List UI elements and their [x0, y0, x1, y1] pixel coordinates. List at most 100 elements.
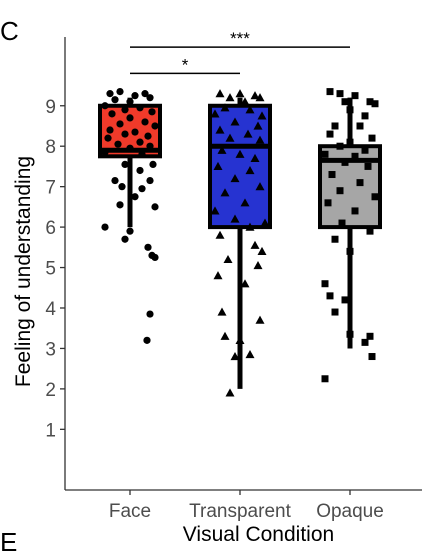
- y-tick-label: 6: [45, 218, 56, 239]
- data-point: [364, 162, 372, 170]
- data-point: [223, 254, 233, 264]
- data-point: [361, 338, 369, 346]
- data-points: [101, 88, 379, 397]
- data-point: [368, 353, 376, 361]
- data-point: [230, 214, 240, 223]
- data-point: [210, 206, 220, 215]
- data-point: [250, 91, 260, 100]
- data-point: [144, 243, 152, 251]
- data-point: [225, 388, 235, 397]
- data-point: [366, 227, 374, 235]
- y-tick-label: 4: [45, 299, 56, 320]
- data-point: [126, 227, 134, 235]
- data-point: [121, 106, 129, 114]
- data-point: [351, 152, 359, 160]
- data-point: [346, 330, 354, 338]
- data-point: [351, 92, 359, 100]
- data-point: [230, 174, 240, 183]
- data-point: [116, 120, 124, 128]
- data-point: [255, 135, 265, 144]
- x-axis-title: Visual Condition: [183, 523, 334, 546]
- data-point: [245, 165, 255, 175]
- data-point: [326, 88, 334, 96]
- data-point: [331, 235, 339, 243]
- data-point: [235, 89, 245, 98]
- data-point: [149, 160, 157, 169]
- data-point: [215, 230, 225, 239]
- data-point: [111, 176, 119, 185]
- data-point: [341, 296, 349, 304]
- data-point: [136, 166, 144, 175]
- data-point: [255, 315, 265, 324]
- data-point: [346, 247, 354, 255]
- data-point: [341, 98, 349, 106]
- data-point: [255, 93, 265, 102]
- y-ticks: 1 2 3 4 5 6 7 8 9: [45, 97, 65, 441]
- data-point: [151, 203, 159, 211]
- data-point: [126, 98, 134, 106]
- data-point: [213, 271, 223, 280]
- data-point: [136, 138, 144, 146]
- data-point: [111, 96, 119, 104]
- data-point: [250, 240, 260, 249]
- data-point: [361, 112, 369, 120]
- data-point: [146, 142, 154, 150]
- data-point: [366, 332, 374, 340]
- data-point: [243, 129, 253, 138]
- data-point: [148, 108, 156, 116]
- data-point: [118, 183, 126, 191]
- data-point: [106, 126, 114, 134]
- data-point: [114, 140, 122, 148]
- significance-label: ***: [230, 29, 250, 48]
- data-point: [101, 148, 109, 156]
- data-point: [336, 90, 344, 98]
- data-point: [141, 90, 149, 98]
- data-point: [235, 335, 245, 344]
- data-point: [146, 176, 154, 185]
- data-point: [245, 222, 255, 231]
- data-point: [253, 121, 263, 130]
- data-point: [260, 218, 270, 227]
- significance-brackets: ****: [130, 29, 350, 74]
- data-point: [321, 280, 329, 288]
- data-point: [253, 261, 263, 270]
- data-point: [144, 132, 152, 140]
- data-point: [331, 308, 339, 316]
- data-point: [146, 94, 154, 102]
- data-point: [151, 122, 159, 130]
- data-point: [143, 336, 151, 344]
- data-point: [341, 158, 349, 166]
- y-tick-label: 1: [45, 420, 56, 441]
- bottom-panel-label: E: [0, 527, 17, 552]
- data-point: [217, 145, 227, 154]
- data-point: [230, 352, 240, 361]
- data-point: [336, 142, 344, 150]
- data-point: [366, 98, 374, 106]
- data-point: [104, 134, 112, 142]
- axes: [64, 37, 422, 491]
- data-point: [245, 105, 255, 114]
- y-tick-label: 8: [45, 137, 56, 158]
- data-point: [225, 93, 235, 102]
- data-point: [101, 223, 109, 231]
- panel-label: C: [0, 16, 19, 46]
- data-point: [257, 246, 267, 255]
- data-point: [240, 279, 250, 288]
- data-point: [121, 130, 129, 138]
- data-point: [151, 253, 159, 262]
- data-point: [324, 199, 332, 207]
- data-point: [138, 150, 146, 158]
- data-point: [326, 292, 334, 300]
- data-point: [146, 310, 154, 318]
- data-point: [250, 153, 260, 162]
- data-point: [368, 134, 376, 142]
- data-point: [126, 144, 134, 152]
- data-point: [108, 110, 116, 118]
- data-point: [328, 171, 336, 179]
- y-tick-label: 9: [45, 97, 56, 118]
- x-tick-label: Opaque: [316, 501, 384, 522]
- data-point: [331, 122, 339, 130]
- data-point: [131, 193, 139, 201]
- data-point: [351, 207, 359, 215]
